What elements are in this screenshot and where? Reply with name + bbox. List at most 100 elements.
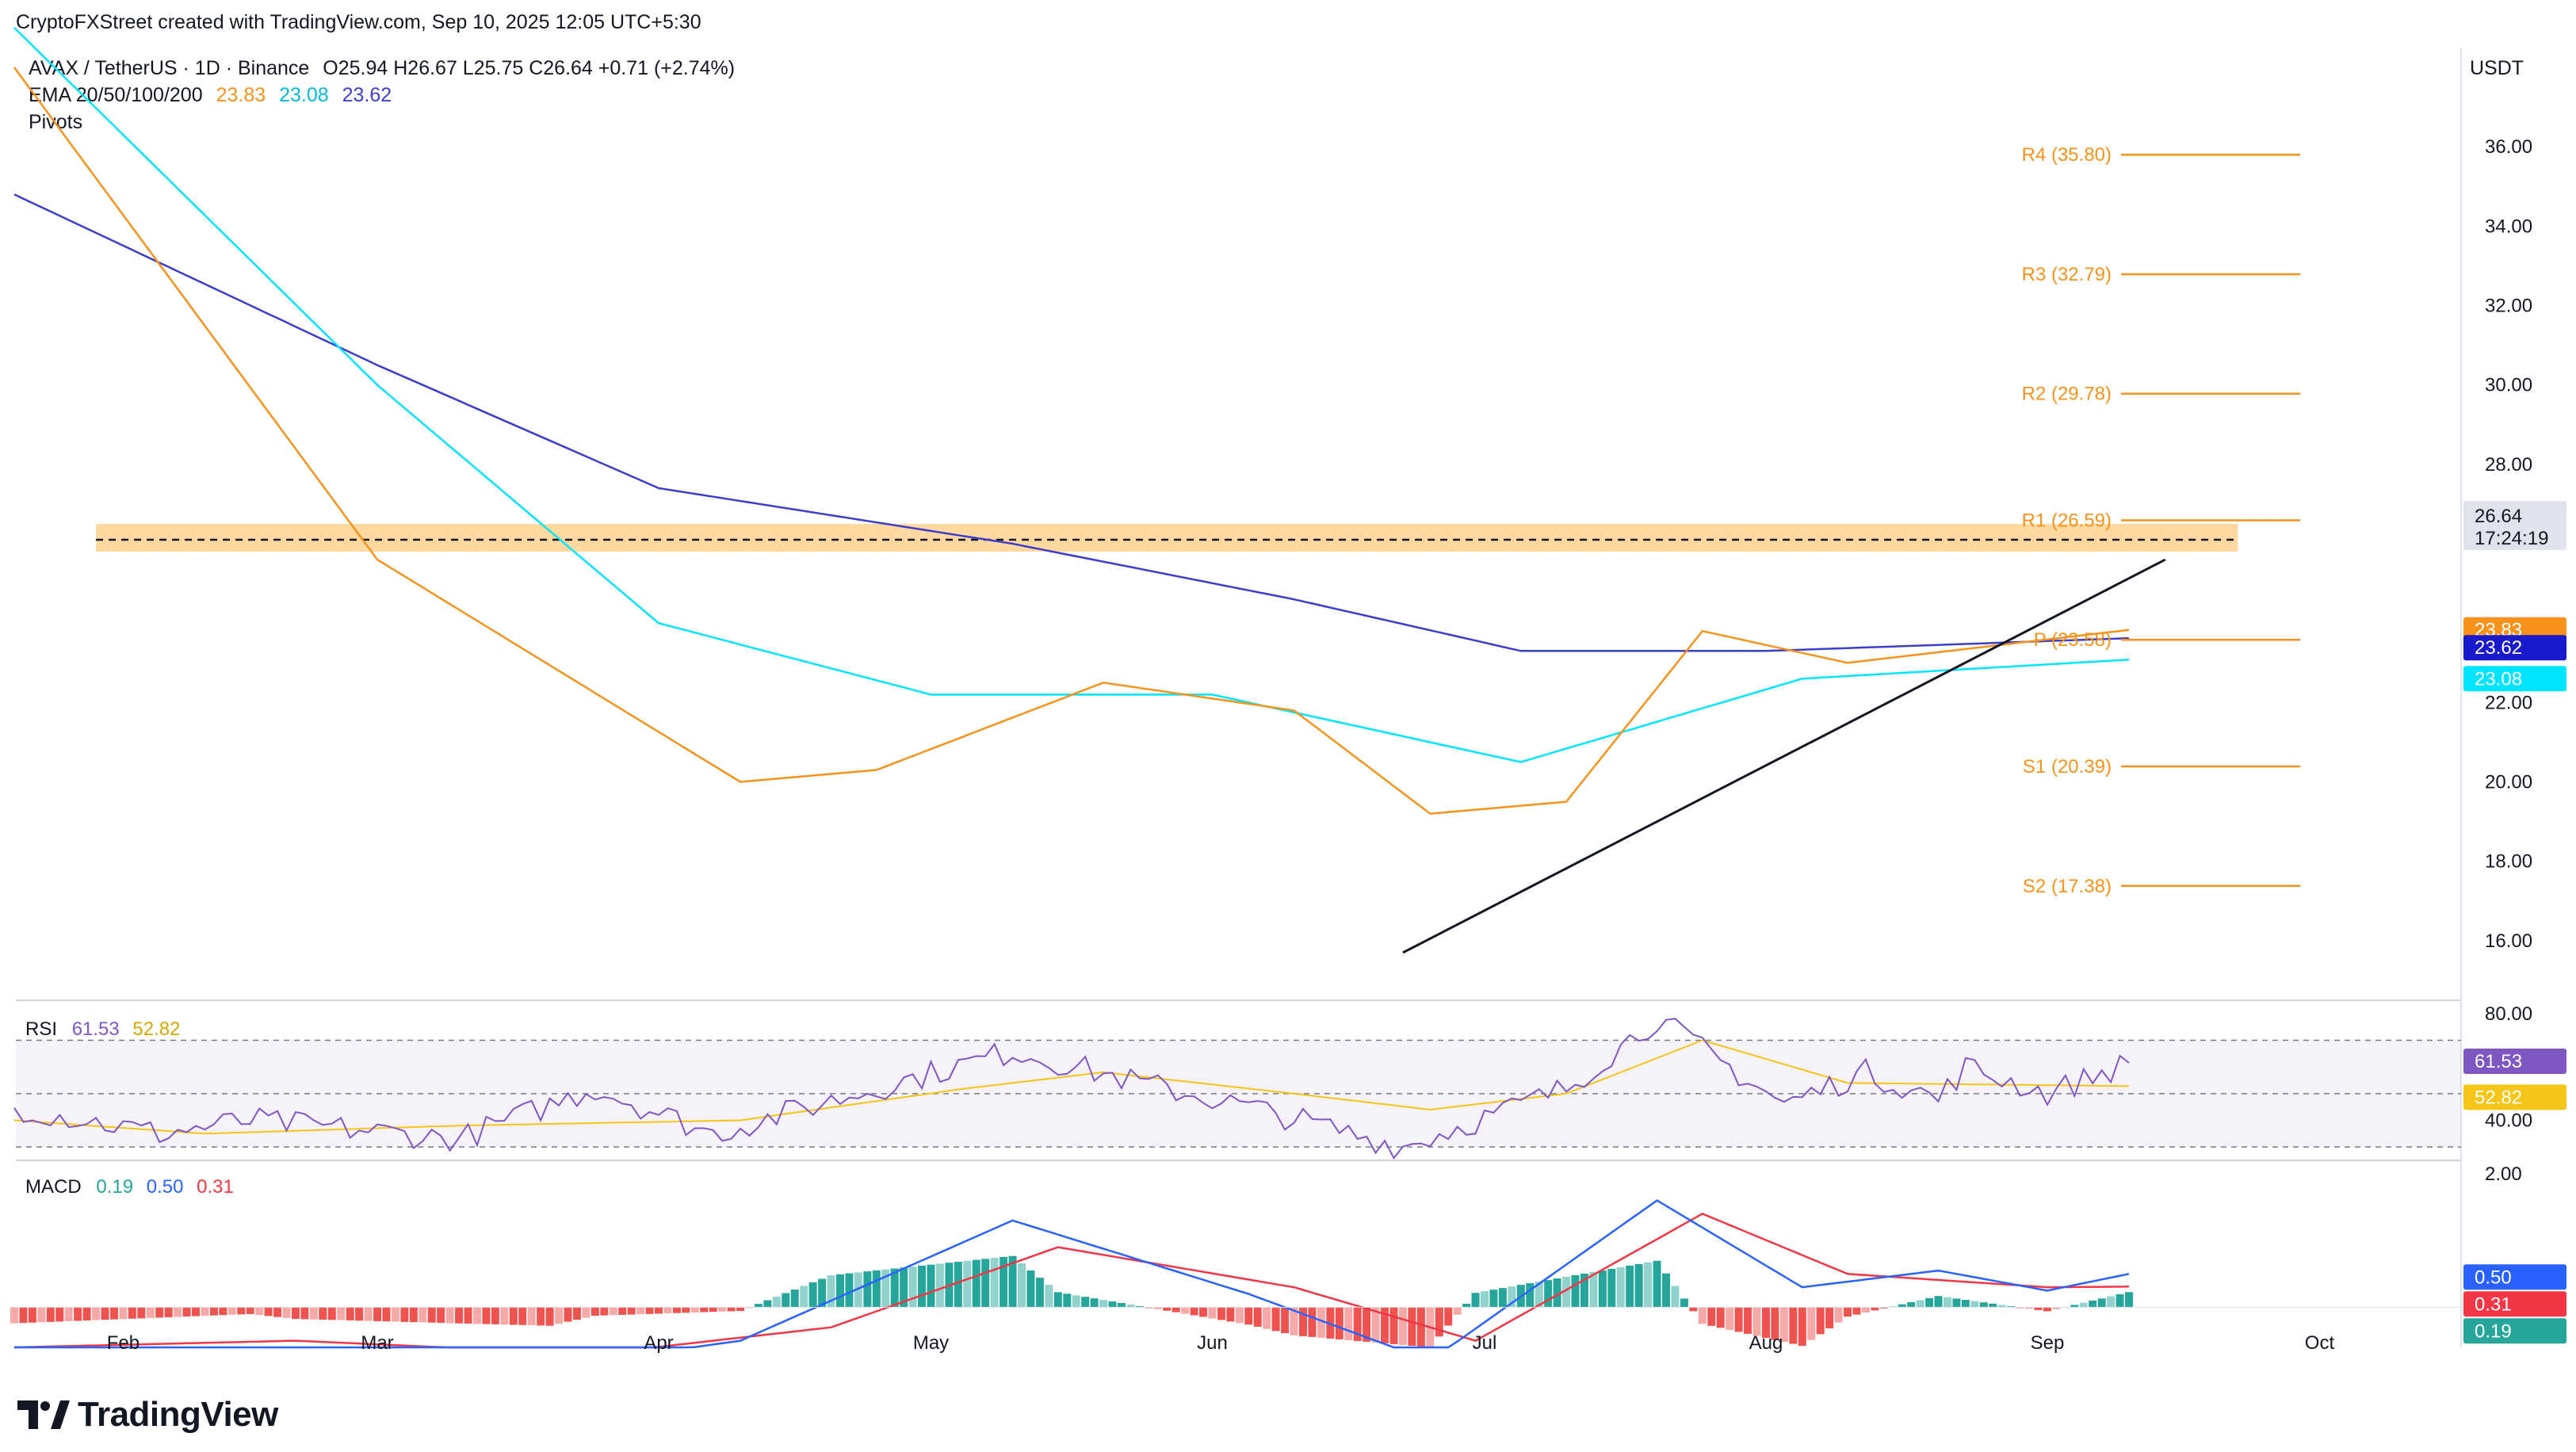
macd-hist-bar-negative	[1734, 1307, 1743, 1332]
macd-hist-bar-negative	[1181, 1307, 1190, 1314]
symbol-title: AVAX / TetherUS · 1D · Binance	[29, 57, 310, 79]
macd-hist-bar-negative	[37, 1307, 46, 1323]
macd-hist-bar-negative	[164, 1307, 173, 1317]
macd-hist-bar-negative	[582, 1307, 590, 1318]
macd-hist-bar-positive	[2070, 1305, 2079, 1308]
macd-hist-bar-positive	[1498, 1288, 1507, 1308]
macd-hist-bar-positive	[1526, 1283, 1535, 1308]
macd-hist-bar-positive	[2079, 1302, 2088, 1308]
macd-legend[interactable]: MACD 0.19 0.50 0.31	[25, 1176, 234, 1198]
macd-hist-bar-negative	[1371, 1307, 1380, 1343]
macd-hist-bar-negative	[537, 1307, 545, 1326]
macd-hist-bar-negative	[1263, 1307, 1271, 1329]
macd-hist-bar-negative	[1771, 1307, 1779, 1340]
macd-hist-bar-positive	[1018, 1263, 1026, 1308]
macd-hist-bar-negative	[346, 1307, 354, 1320]
macd-hist-bar-negative	[455, 1307, 464, 1324]
macd-hist-bar-negative	[427, 1307, 436, 1323]
macd-hist-bar-negative	[1344, 1307, 1353, 1340]
date-tick-label: Jun	[1197, 1332, 1228, 1354]
macd-hist-bar-negative	[727, 1307, 736, 1312]
macd-hist-bar-negative	[700, 1307, 709, 1313]
macd-hist-bar-negative	[1389, 1307, 1398, 1344]
pivot-label: R3 (32.79)	[2022, 264, 2112, 285]
ema20-value: 23.83	[216, 84, 266, 106]
macd-tick-label: 2.00	[2485, 1164, 2522, 1185]
macd-hist-bar-positive	[1680, 1298, 1688, 1308]
macd-hist-bar-positive	[1471, 1293, 1480, 1308]
macd-hist-bar-positive	[827, 1274, 835, 1308]
macd-hist-bar-negative	[1171, 1307, 1180, 1313]
tradingview-brand[interactable]: TradingView	[17, 1395, 278, 1435]
rsi-line	[13, 1018, 2130, 1160]
macd-hist-bar-negative	[1752, 1307, 1761, 1336]
macd-hist-bar-positive	[2107, 1296, 2115, 1308]
macd-hist-bar-positive	[818, 1278, 827, 1308]
macd-hist-bar-positive	[1925, 1297, 1934, 1308]
symbol-info[interactable]: AVAX / TetherUS · 1D · Binance O25.94 H2…	[29, 57, 735, 80]
macd-hist-bar-negative	[182, 1307, 191, 1317]
macd-hist-bar-negative	[1408, 1307, 1416, 1346]
macd-hist-bar-negative	[391, 1307, 399, 1322]
macd-hist-bar-negative	[1807, 1307, 1816, 1340]
macd-hist-bar-negative	[400, 1307, 409, 1322]
macd-hist-bar-positive	[2089, 1301, 2097, 1308]
ema50-price-tag: 23.08	[2475, 668, 2522, 690]
macd-hist-bar-positive	[1589, 1271, 1598, 1308]
macd-hist-bar-positive	[1571, 1274, 1580, 1308]
price-tick-label: 36.00	[2485, 136, 2532, 158]
macd-hist-bar-negative	[1861, 1307, 1870, 1313]
macd-hist-bar-negative	[1226, 1307, 1235, 1322]
date-tick-label: Jul	[1473, 1332, 1497, 1354]
macd-hist-bar-positive	[1934, 1296, 1943, 1308]
macd-hist-bar-positive	[800, 1286, 808, 1308]
macd-hist-bar-positive	[754, 1304, 762, 1308]
macd-hist-bar-negative	[92, 1307, 101, 1320]
macd-hist-bar-negative	[2025, 1307, 2034, 1309]
macd-hist-bar-negative	[137, 1307, 146, 1319]
currency-label[interactable]: USDT	[2470, 57, 2524, 79]
rsi-price-tag-bg	[2463, 1049, 2566, 1075]
macd-label: MACD	[25, 1176, 82, 1198]
macd-hist-bar-positive	[1644, 1262, 1653, 1308]
macd-hist-bar-negative	[1844, 1307, 1852, 1317]
last-price-value: 26.64	[2475, 506, 2522, 527]
macd-hist-bar-positive	[963, 1260, 972, 1308]
macd-hist-bar-positive	[1045, 1285, 1053, 1308]
date-tick-label: May	[913, 1332, 949, 1354]
macd-hist-bar-positive	[2097, 1298, 2106, 1308]
ema50-value: 23.08	[279, 84, 329, 106]
macd-hist-bar-negative	[1435, 1307, 1443, 1337]
macd-hist-bar-negative	[1779, 1307, 1788, 1343]
macd-hist-bar-negative	[264, 1307, 273, 1316]
pivot-label: S2 (17.38)	[2023, 876, 2112, 897]
rsi-tick-label: 40.00	[2485, 1110, 2532, 1132]
rsi-ma-price-tag-bg	[2463, 1084, 2566, 1110]
macd-hist-bar-negative	[682, 1307, 690, 1313]
macd-hist-bar-negative	[74, 1307, 82, 1321]
macd-hist-bar-positive	[1662, 1273, 1671, 1308]
macd-hist-bar-negative	[1244, 1307, 1253, 1325]
macd-hist-bar-positive	[1943, 1297, 1951, 1308]
rsi-legend[interactable]: RSI 61.53 52.82	[25, 1018, 180, 1040]
macd-hist-bar-positive	[1898, 1304, 1906, 1308]
macd-hist-bar-negative	[1871, 1307, 1879, 1311]
macd-hist-bar-positive	[1562, 1276, 1571, 1308]
rsi-value: 61.53	[72, 1018, 120, 1040]
macd-hist-bar-negative	[437, 1307, 445, 1324]
macd-hist-bar-negative	[1217, 1307, 1225, 1320]
macd-hist-bar-negative	[709, 1307, 717, 1313]
macd-hist-bar-positive	[908, 1267, 917, 1308]
macd-hist-bar-negative	[1281, 1307, 1290, 1334]
date-tick-label: Oct	[2305, 1332, 2335, 1354]
rsi-label: RSI	[25, 1018, 57, 1040]
ema-legend[interactable]: EMA 20/50/100/200 23.83 23.08 23.62	[29, 84, 392, 107]
macd-hist-bar-positive	[1099, 1300, 1108, 1308]
macd-hist-bar-positive	[1535, 1282, 1543, 1308]
macd-hist-bar-positive	[981, 1259, 990, 1308]
rsi-tick-label: 80.00	[2485, 1003, 2532, 1025]
macd-hist-bar-negative	[1290, 1307, 1298, 1335]
pivot-label: S1 (20.39)	[2023, 756, 2112, 778]
macd-hist-bar-negative	[1798, 1307, 1806, 1347]
